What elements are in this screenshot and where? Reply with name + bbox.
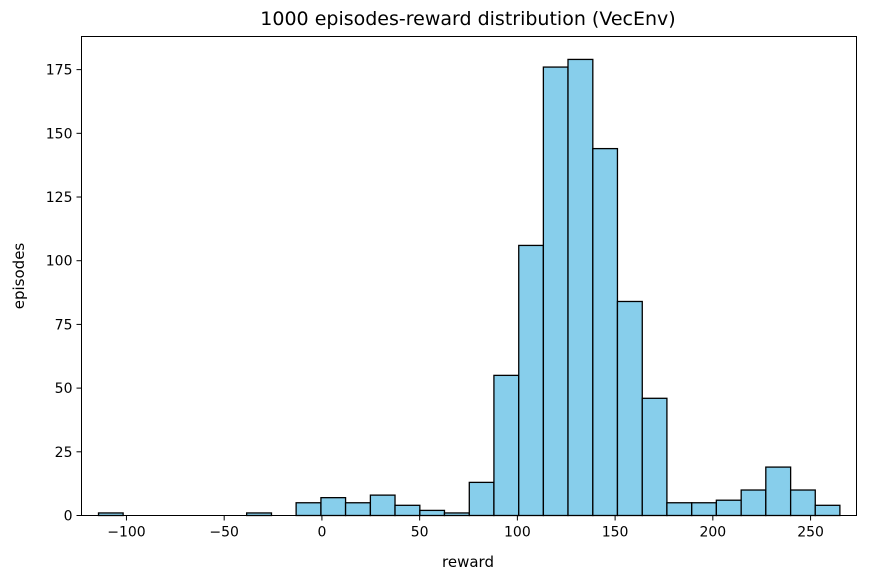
histogram-bar xyxy=(518,244,545,517)
histogram-bar xyxy=(691,502,718,517)
y-axis: 0 25 50 75 100 125 150 175 xyxy=(46,63,82,525)
histogram-bar xyxy=(344,502,372,517)
histogram-bar xyxy=(567,58,594,517)
histogram-bar xyxy=(592,147,619,517)
y-tick-label: 100 xyxy=(46,254,73,270)
histogram-bar xyxy=(641,397,668,517)
x-tick-label: 250 xyxy=(797,525,824,541)
histogram-bar xyxy=(814,504,841,517)
y-tick-label: 150 xyxy=(46,126,73,142)
histogram-bar xyxy=(765,466,792,517)
histogram-bar xyxy=(295,502,322,517)
y-tick-label: 50 xyxy=(55,381,73,397)
x-axis: −100 −50 0 50 100 150 200 250 xyxy=(107,515,824,541)
y-axis-label: episodes xyxy=(10,243,28,310)
y-tick-label: 75 xyxy=(55,317,73,333)
x-tick-label: 200 xyxy=(699,525,726,541)
histogram-bar xyxy=(419,509,446,517)
x-tick-label: −50 xyxy=(209,525,239,541)
histogram-bar xyxy=(320,497,347,517)
histogram-bars xyxy=(97,58,841,517)
histogram-bar xyxy=(616,300,643,517)
histogram-bar xyxy=(369,494,396,517)
histogram-bar xyxy=(468,481,495,517)
y-tick-label: 125 xyxy=(46,190,73,206)
x-tick-label: 50 xyxy=(411,525,429,541)
histogram-bar xyxy=(789,489,816,517)
plot-frame xyxy=(81,36,857,516)
histogram-bar xyxy=(394,504,421,517)
histogram-bar xyxy=(542,66,569,517)
x-tick-label: 150 xyxy=(602,525,629,541)
x-tick-label: 100 xyxy=(504,525,531,541)
y-tick-label: 25 xyxy=(55,445,73,461)
histogram-bar xyxy=(666,502,693,517)
x-axis-label: reward xyxy=(442,553,494,571)
x-tick-label: −100 xyxy=(107,525,145,541)
y-tick-label: 175 xyxy=(46,63,73,79)
histogram-bar xyxy=(740,489,767,517)
chart-title: 1000 episodes-reward distribution (VecEn… xyxy=(260,8,675,30)
histogram-bar xyxy=(493,374,520,517)
y-tick-label: 0 xyxy=(64,509,73,525)
x-tick-label: 0 xyxy=(317,525,326,541)
histogram-bar xyxy=(715,499,742,517)
